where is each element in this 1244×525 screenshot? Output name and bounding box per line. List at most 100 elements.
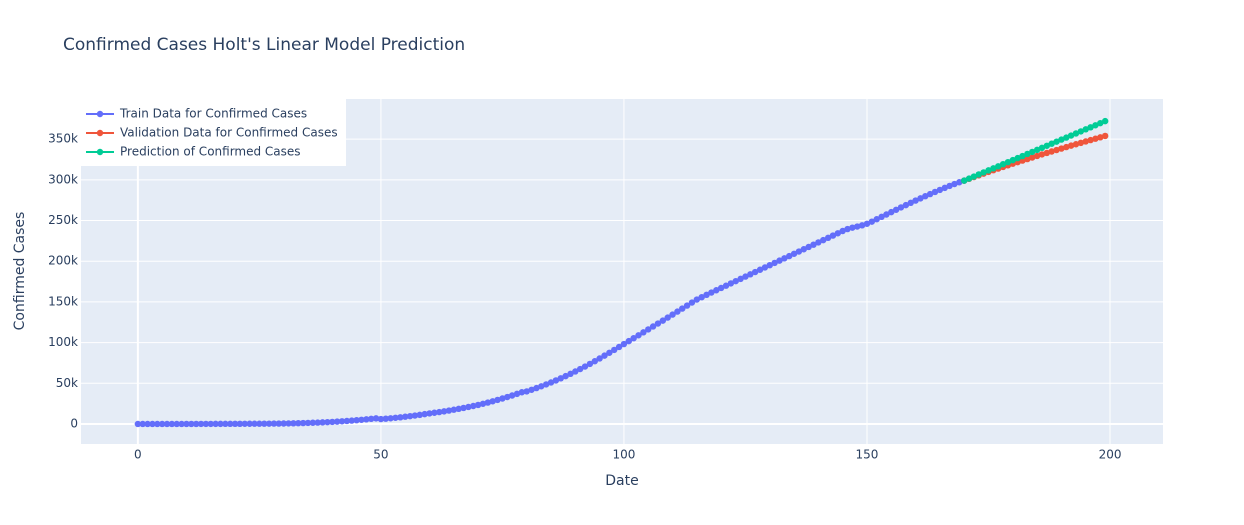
data-point bbox=[713, 287, 720, 294]
data-point bbox=[183, 420, 190, 428]
data-point bbox=[902, 201, 910, 209]
data-point bbox=[1058, 136, 1065, 143]
data-point bbox=[868, 218, 876, 225]
data-point bbox=[163, 420, 171, 428]
data-point bbox=[134, 420, 142, 428]
data-point bbox=[528, 386, 535, 393]
data-point bbox=[231, 420, 239, 428]
data-point bbox=[688, 299, 696, 306]
data-point bbox=[1029, 148, 1036, 156]
data-point bbox=[936, 186, 944, 194]
data-point bbox=[669, 311, 676, 318]
data-point bbox=[538, 383, 545, 390]
data-point bbox=[674, 308, 681, 315]
data-point bbox=[445, 407, 453, 414]
data-point bbox=[319, 419, 326, 426]
data-point bbox=[883, 211, 890, 218]
data-point bbox=[946, 182, 953, 190]
data-point bbox=[995, 163, 1002, 170]
data-point bbox=[251, 420, 258, 427]
data-point bbox=[708, 289, 715, 296]
data-point bbox=[873, 216, 880, 223]
data-point bbox=[951, 180, 958, 188]
data-point bbox=[333, 418, 341, 425]
data-point bbox=[766, 261, 773, 269]
data-point bbox=[222, 420, 229, 428]
data-point bbox=[523, 388, 530, 395]
data-point bbox=[324, 418, 331, 426]
data-point bbox=[999, 160, 1007, 168]
data-point bbox=[1038, 144, 1046, 152]
data-point bbox=[722, 282, 730, 289]
data-point bbox=[154, 420, 161, 428]
data-point bbox=[747, 271, 754, 278]
data-point bbox=[285, 420, 292, 427]
traces bbox=[134, 117, 1109, 428]
data-point bbox=[178, 420, 185, 428]
data-point bbox=[421, 410, 428, 418]
data-point bbox=[562, 372, 569, 380]
data-point bbox=[679, 305, 686, 312]
data-point bbox=[406, 412, 414, 420]
data-point bbox=[985, 167, 992, 174]
data-point bbox=[426, 410, 433, 417]
data-point bbox=[431, 409, 438, 416]
data-point bbox=[416, 411, 423, 419]
data-point bbox=[727, 280, 735, 287]
data-point bbox=[1024, 155, 1031, 163]
data-point bbox=[1092, 122, 1099, 129]
data-point bbox=[265, 420, 273, 427]
data-point bbox=[829, 232, 837, 239]
data-point bbox=[314, 419, 321, 426]
data-point bbox=[436, 408, 443, 416]
data-point bbox=[888, 208, 895, 216]
y-tick-label: 50k bbox=[56, 376, 78, 390]
data-point bbox=[625, 337, 633, 345]
data-point bbox=[1053, 146, 1060, 154]
data-point bbox=[280, 420, 287, 427]
data-point bbox=[1014, 154, 1021, 162]
data-point bbox=[188, 420, 195, 428]
data-point bbox=[256, 420, 263, 427]
x-tick-label: 200 bbox=[1099, 448, 1122, 462]
data-point bbox=[1019, 157, 1026, 164]
data-point bbox=[518, 389, 526, 396]
y-tick-label: 200k bbox=[48, 254, 78, 268]
legend: Train Data for Confirmed Cases Validation… bbox=[81, 99, 346, 166]
data-point bbox=[567, 370, 574, 378]
data-point bbox=[246, 420, 253, 427]
x-tick-label: 50 bbox=[373, 448, 388, 462]
data-point bbox=[878, 213, 885, 221]
data-point bbox=[732, 277, 739, 285]
data-point bbox=[1087, 136, 1094, 144]
data-point bbox=[402, 413, 409, 420]
data-point bbox=[664, 314, 671, 321]
data-point bbox=[941, 184, 948, 192]
data-point bbox=[338, 418, 346, 425]
data-point bbox=[693, 296, 701, 303]
data-point bbox=[460, 404, 467, 412]
data-point bbox=[737, 275, 744, 283]
data-point bbox=[576, 365, 584, 373]
data-point bbox=[776, 257, 783, 264]
data-point bbox=[1043, 149, 1051, 157]
data-point bbox=[742, 273, 749, 280]
data-point bbox=[304, 419, 312, 427]
data-point bbox=[1033, 152, 1041, 160]
data-point bbox=[1101, 117, 1109, 125]
data-point bbox=[1063, 134, 1070, 141]
data-point bbox=[620, 340, 628, 348]
data-point bbox=[975, 171, 982, 178]
data-point bbox=[683, 302, 691, 309]
data-point bbox=[168, 420, 176, 428]
data-point bbox=[158, 420, 166, 428]
data-point bbox=[1101, 132, 1109, 140]
data-point bbox=[970, 173, 978, 180]
data-point bbox=[542, 381, 550, 388]
data-point bbox=[382, 415, 389, 422]
data-point bbox=[815, 239, 822, 246]
data-point bbox=[489, 398, 496, 405]
data-point bbox=[353, 416, 360, 424]
data-point bbox=[149, 420, 156, 428]
data-point bbox=[572, 368, 579, 375]
